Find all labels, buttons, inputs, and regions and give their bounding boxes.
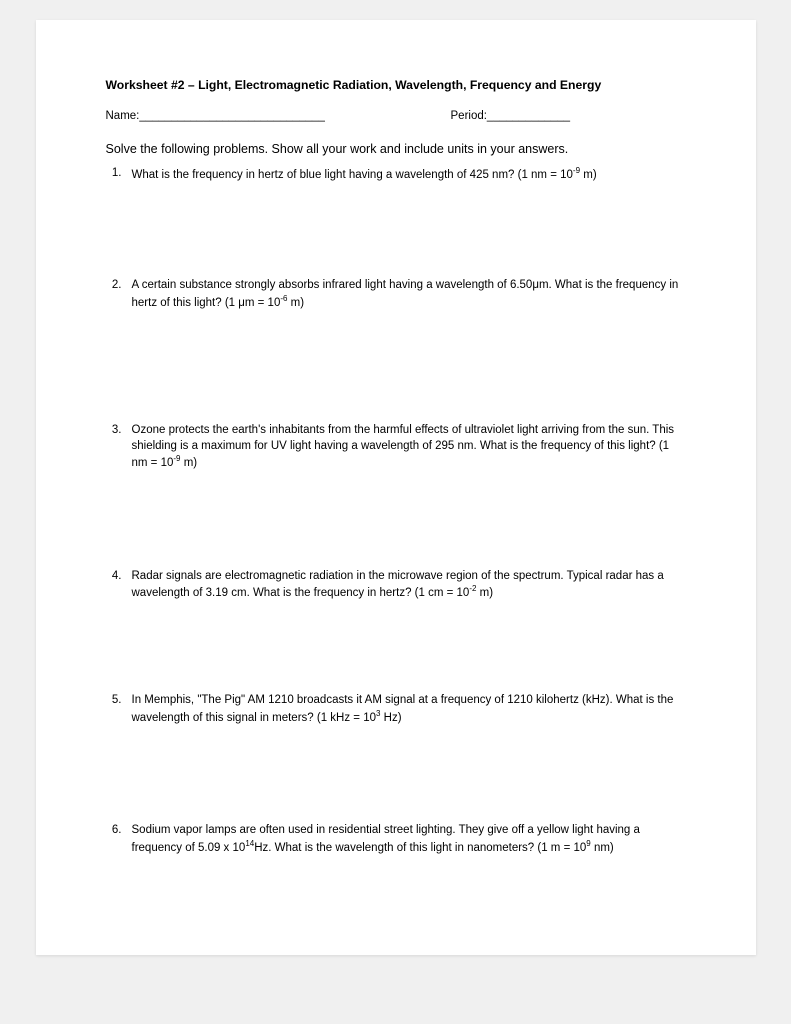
worksheet-page: Worksheet #2 – Light, Electromagnetic Ra…: [36, 20, 756, 955]
header-row: Name:_____________________________ Perio…: [106, 110, 686, 122]
question-text: Ozone protects the earth's inhabitants f…: [126, 423, 686, 471]
question-text: In Memphis, "The Pig" AM 1210 broadcasts…: [126, 693, 686, 726]
instructions-text: Solve the following problems. Show all y…: [106, 142, 686, 156]
question-number: 5.: [106, 693, 126, 726]
question-list: 1. What is the frequency in hertz of blu…: [106, 166, 686, 856]
question-number: 6.: [106, 823, 126, 856]
period-field: Period:_____________: [451, 110, 571, 122]
question-item: 2. A certain substance strongly absorbs …: [106, 278, 686, 311]
question-item: 6. Sodium vapor lamps are often used in …: [106, 823, 686, 856]
question-number: 2.: [106, 278, 126, 311]
question-item: 5. In Memphis, "The Pig" AM 1210 broadca…: [106, 693, 686, 726]
question-number: 4.: [106, 569, 126, 602]
question-item: 4. Radar signals are electromagnetic rad…: [106, 569, 686, 602]
question-item: 3. Ozone protects the earth's inhabitant…: [106, 423, 686, 471]
question-text: Radar signals are electromagnetic radiat…: [126, 569, 686, 602]
question-text: A certain substance strongly absorbs inf…: [126, 278, 686, 311]
question-number: 3.: [106, 423, 126, 471]
question-text: Sodium vapor lamps are often used in res…: [126, 823, 686, 856]
worksheet-title: Worksheet #2 – Light, Electromagnetic Ra…: [106, 78, 686, 92]
question-text: What is the frequency in hertz of blue l…: [126, 166, 686, 183]
question-number: 1.: [106, 166, 126, 183]
name-field: Name:_____________________________: [106, 110, 451, 122]
question-item: 1. What is the frequency in hertz of blu…: [106, 166, 686, 183]
